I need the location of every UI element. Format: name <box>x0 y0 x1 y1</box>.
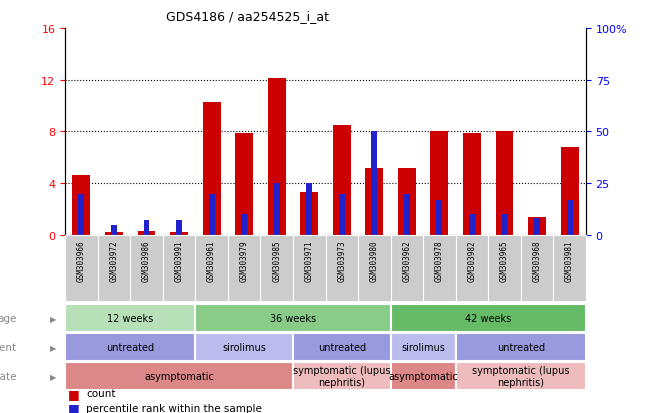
Bar <box>241 215 247 235</box>
Bar <box>469 215 475 235</box>
Bar <box>456 333 586 361</box>
Bar <box>495 132 514 235</box>
Text: GSM303980: GSM303980 <box>370 240 379 282</box>
Bar <box>202 102 221 235</box>
Text: untreated: untreated <box>497 342 545 352</box>
Bar <box>293 362 391 390</box>
Bar <box>78 194 84 235</box>
Bar <box>293 333 391 361</box>
Text: GSM303991: GSM303991 <box>174 240 184 282</box>
Text: percentile rank within the sample: percentile rank within the sample <box>86 403 262 413</box>
Text: GSM303971: GSM303971 <box>305 240 314 282</box>
Text: GSM303982: GSM303982 <box>467 240 477 282</box>
Text: sirolimus: sirolimus <box>401 342 445 352</box>
Text: untreated: untreated <box>318 342 366 352</box>
Bar <box>463 133 481 235</box>
Bar <box>235 133 253 235</box>
Bar <box>371 132 377 235</box>
Bar <box>534 219 540 235</box>
Text: disease state: disease state <box>0 371 16 381</box>
Bar <box>566 200 573 235</box>
Text: age: age <box>0 313 16 323</box>
Bar <box>391 333 456 361</box>
Bar <box>391 304 586 332</box>
Text: GSM303973: GSM303973 <box>337 240 346 282</box>
Bar <box>456 362 586 390</box>
Text: symptomatic (lupus
nephritis): symptomatic (lupus nephritis) <box>293 366 391 387</box>
Bar <box>404 194 410 235</box>
Text: ■: ■ <box>68 401 80 413</box>
Bar <box>391 362 456 390</box>
Text: ▶: ▶ <box>50 372 57 381</box>
Text: ▶: ▶ <box>50 314 57 323</box>
Bar <box>176 221 182 235</box>
Text: GSM303986: GSM303986 <box>142 240 151 282</box>
Bar <box>105 233 123 235</box>
Text: GSM303962: GSM303962 <box>402 240 411 282</box>
Text: 12 weeks: 12 weeks <box>107 313 154 323</box>
Text: GSM303981: GSM303981 <box>565 240 574 282</box>
Text: 42 weeks: 42 weeks <box>465 313 512 323</box>
Text: GSM303965: GSM303965 <box>500 240 509 282</box>
Bar <box>111 225 117 235</box>
Bar <box>65 304 195 332</box>
Text: GSM303985: GSM303985 <box>272 240 281 282</box>
Bar <box>65 362 293 390</box>
Text: GDS4186 / aa254525_i_at: GDS4186 / aa254525_i_at <box>166 10 329 23</box>
Bar <box>268 79 286 235</box>
Text: count: count <box>86 388 115 398</box>
Bar <box>208 194 214 235</box>
Text: agent: agent <box>0 342 16 352</box>
Text: untreated: untreated <box>106 342 154 352</box>
Text: GSM303979: GSM303979 <box>240 240 249 282</box>
Bar <box>561 148 579 235</box>
Text: GSM303961: GSM303961 <box>207 240 216 282</box>
Bar <box>170 233 188 235</box>
Text: asymptomatic: asymptomatic <box>388 371 458 381</box>
Bar <box>528 217 546 235</box>
Bar <box>333 126 351 235</box>
Bar <box>65 333 195 361</box>
Text: GSM303978: GSM303978 <box>435 240 444 282</box>
Text: sirolimus: sirolimus <box>222 342 266 352</box>
Bar <box>72 176 90 235</box>
Text: symptomatic (lupus
nephritis): symptomatic (lupus nephritis) <box>472 366 570 387</box>
Bar <box>306 184 312 235</box>
Bar <box>398 169 416 235</box>
Text: ■: ■ <box>68 387 80 400</box>
Text: ▶: ▶ <box>50 343 57 352</box>
Bar <box>273 184 279 235</box>
Bar <box>137 232 156 235</box>
Text: GSM303966: GSM303966 <box>77 240 86 282</box>
Bar <box>195 304 391 332</box>
Bar <box>365 169 383 235</box>
Text: GSM303968: GSM303968 <box>533 240 542 282</box>
Bar <box>339 194 344 235</box>
Bar <box>501 215 507 235</box>
Bar <box>195 333 293 361</box>
Bar <box>430 132 449 235</box>
Bar <box>143 221 150 235</box>
Text: asymptomatic: asymptomatic <box>144 371 214 381</box>
Text: GSM303972: GSM303972 <box>109 240 118 282</box>
Bar <box>436 200 443 235</box>
Text: 36 weeks: 36 weeks <box>270 313 316 323</box>
Bar <box>300 193 318 235</box>
